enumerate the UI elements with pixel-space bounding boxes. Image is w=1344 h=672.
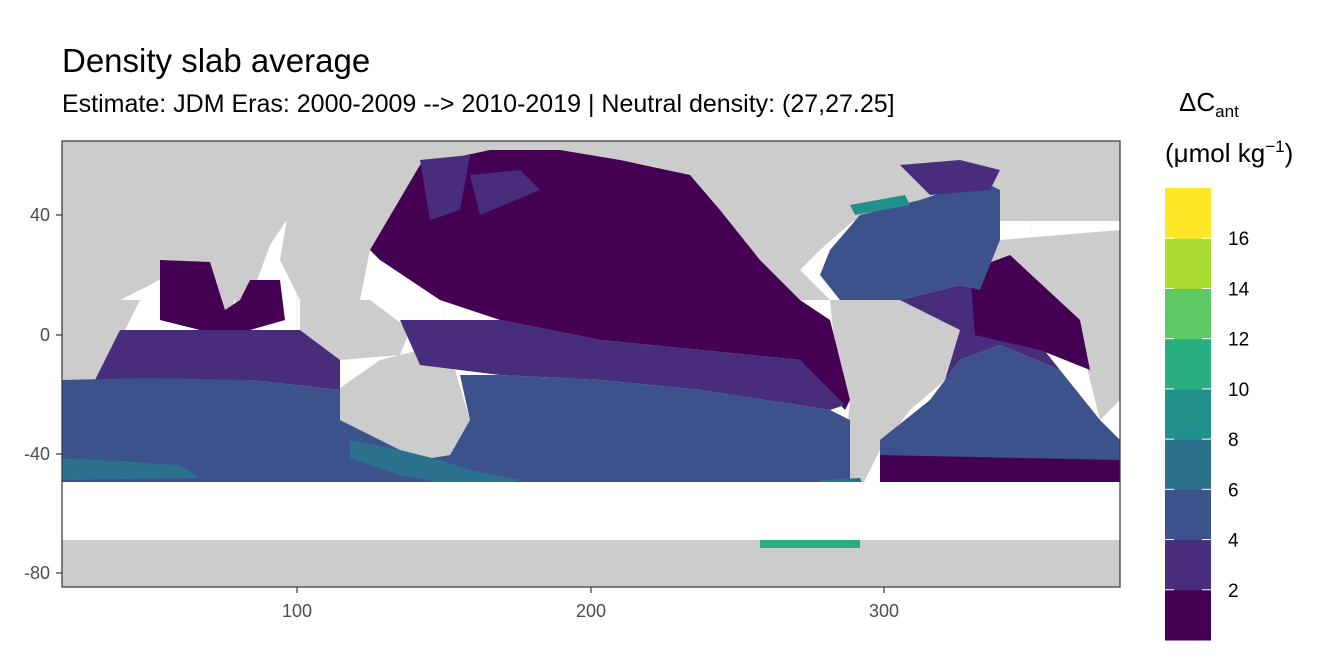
y-tick-label-m40: -40 [24, 444, 50, 464]
legend-swatch-0 [1165, 589, 1211, 641]
legend-title-line2: (μmol kg−1) [1165, 137, 1293, 168]
nodata-south-atlantic [880, 482, 1120, 512]
legend-swatch-7 [1165, 238, 1211, 289]
legend-tick-labels: 2 4 6 8 10 12 14 16 [1228, 229, 1250, 602]
legend-swatch-4 [1165, 388, 1211, 440]
legend-colorbar [1165, 188, 1211, 641]
axis-ticks [56, 214, 885, 593]
ocean-labrador [900, 160, 1000, 195]
ocean-south-atlantic-50s [880, 455, 1120, 490]
ocean-indian-north [160, 260, 285, 330]
ocean-tropical-pacific [400, 320, 845, 410]
land-africa [62, 141, 300, 310]
legend-swatch-8 [1165, 188, 1211, 239]
legend-title-delta-c: ΔC [1179, 87, 1215, 117]
ocean-north-atlantic [820, 180, 1000, 300]
ocean-north-pacific [370, 150, 850, 410]
y-tick-label-0: 0 [40, 325, 50, 345]
x-tick-label-100: 100 [282, 601, 312, 621]
ocean-southern-band [62, 375, 850, 495]
legend-tick-label-16: 16 [1228, 229, 1249, 250]
legend-tick-label-2: 2 [1228, 581, 1239, 602]
ocean-south-australia [350, 440, 520, 490]
x-tick-label-300: 300 [869, 601, 899, 621]
legend-tick-label-4: 4 [1228, 531, 1239, 552]
land-alaska [560, 141, 700, 175]
plot-title: Density slab average [62, 42, 371, 79]
plot-subtitle: Estimate: JDM Eras: 2000-2009 --> 2010-2… [62, 90, 895, 118]
land-se-asia [280, 141, 440, 320]
legend-title-superscript: −1 [1265, 137, 1284, 156]
ocean-south-atlantic [880, 345, 1120, 470]
x-tick-label-200: 200 [576, 601, 606, 621]
legend-tick-label-12: 12 [1228, 330, 1249, 351]
land-south-america [830, 300, 960, 500]
map-layer [62, 141, 1120, 587]
ocean-north-pacific-west [470, 170, 540, 215]
legend-title-line1: ΔCant [1179, 87, 1239, 121]
legend-swatch-1 [1165, 539, 1211, 591]
ocean-equatorial-atlantic [970, 255, 1090, 370]
ocean-okhotsk [420, 155, 470, 220]
land-maritime [300, 300, 410, 360]
legend-title-unit: (μmol kg [1165, 138, 1265, 168]
y-tick-label-m80: -80 [24, 563, 50, 583]
legend-tick-label-14: 14 [1228, 279, 1250, 300]
legend-swatch-6 [1165, 288, 1211, 340]
land-australia [340, 350, 470, 460]
ocean-indian [90, 330, 340, 400]
legend-title-close: ) [1285, 138, 1294, 168]
legend-swatch-3 [1165, 439, 1211, 490]
legend-title-subscript: ant [1215, 102, 1239, 121]
legend-swatch-5 [1165, 338, 1211, 390]
legend-tick-label-6: 6 [1228, 480, 1239, 501]
land-antarctica [62, 540, 1120, 587]
legend-tick-label-8: 8 [1228, 430, 1239, 451]
ocean-indian-south-west [62, 458, 200, 480]
legend-swatch-2 [1165, 489, 1211, 541]
legend: ΔCant (μmol kg−1) 2 4 6 8 10 12 14 16 [1165, 87, 1293, 641]
y-tick-label-40: 40 [30, 205, 50, 225]
legend-tick-label-10: 10 [1228, 380, 1249, 401]
ocean-labrador-shelf [850, 195, 910, 215]
